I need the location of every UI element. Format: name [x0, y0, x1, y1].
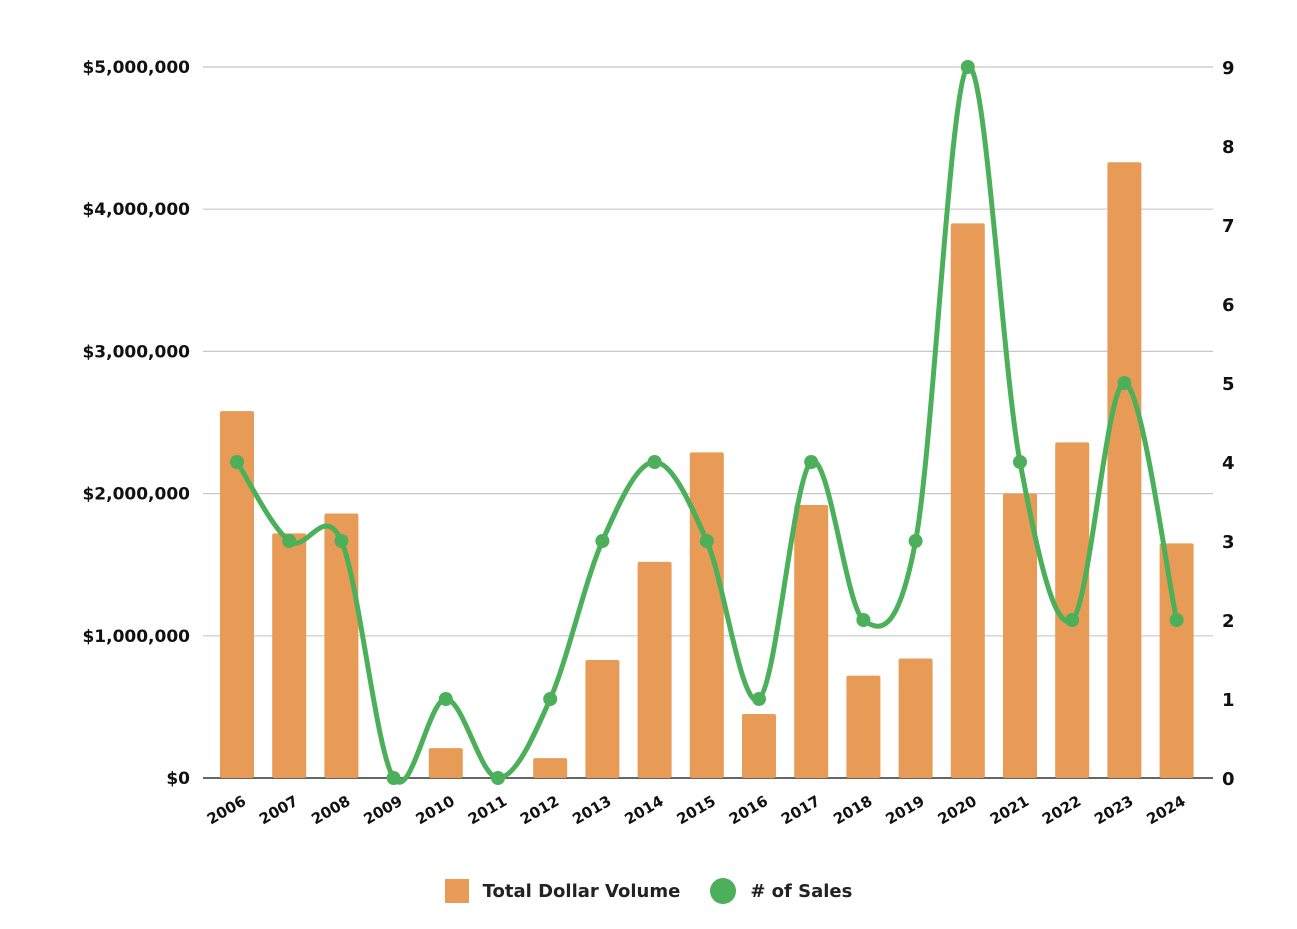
- right-axis-ticks: 0 1 2 3 4 5 6 7 8 9: [1222, 58, 1235, 790]
- right-tick-label: 5: [1222, 374, 1235, 395]
- sales-point-2017: [804, 455, 819, 469]
- sales-point-2023: [1117, 376, 1132, 390]
- bar-2020: [950, 223, 985, 779]
- x-tick-label: 2017: [778, 792, 823, 828]
- x-tick-label: 2016: [726, 792, 771, 828]
- dollar-volume-bars: [220, 162, 1194, 779]
- right-tick-label: 4: [1222, 453, 1235, 474]
- sales-point-2019: [908, 534, 923, 548]
- x-tick-label: 2008: [308, 792, 353, 828]
- x-tick-label: 2014: [621, 792, 666, 828]
- sales-point-2021: [1013, 455, 1027, 469]
- x-tick-label: 2020: [935, 792, 980, 828]
- bar-2016: [742, 714, 776, 778]
- x-tick-label: 2007: [256, 792, 301, 828]
- x-tick-label: 2018: [830, 792, 875, 828]
- x-axis-ticks: 2006 2007 2008 2009 2010 2011 2012 2013 2014 2015…: [204, 792, 1189, 828]
- x-tick-label: 2019: [882, 792, 927, 828]
- right-tick-label: 1: [1222, 690, 1235, 711]
- sales-point-2022: [1065, 613, 1080, 627]
- bar-2023: [1107, 162, 1142, 779]
- left-tick-label: $0: [166, 769, 190, 789]
- chart-legend: Total Dollar Volume # of Sales: [0, 878, 1297, 904]
- bar-2019: [898, 658, 933, 778]
- right-tick-label: 2: [1222, 611, 1235, 632]
- bar-2012: [533, 758, 568, 778]
- left-tick-label: $5,000,000: [82, 58, 190, 78]
- bar-2017: [794, 504, 829, 778]
- sales-point-2008: [334, 534, 349, 548]
- right-tick-label: 7: [1222, 216, 1235, 237]
- sales-point-2018: [856, 613, 871, 627]
- left-tick-label: $3,000,000: [82, 342, 190, 362]
- sales-point-2014: [647, 455, 662, 469]
- x-tick-label: 2022: [1039, 792, 1084, 828]
- sales-point-2010: [438, 692, 453, 706]
- sales-point-2024: [1169, 613, 1184, 627]
- left-axis-ticks: $0 $1,000,000 $2,000,000 $3,000,000 $4,000,0…: [82, 58, 190, 789]
- bar-2015: [689, 452, 724, 778]
- sales-point-2012: [543, 692, 558, 706]
- bar-2018: [846, 675, 881, 778]
- legend-label-dollar-volume: Total Dollar Volume: [482, 880, 681, 902]
- bar-2021: [1003, 493, 1037, 778]
- x-tick-label: 2023: [1091, 792, 1136, 828]
- x-tick-label: 2013: [569, 792, 614, 828]
- x-tick-label: 2024: [1143, 792, 1188, 828]
- x-tick-label: 2006: [204, 792, 249, 828]
- sales-point-2013: [595, 534, 610, 548]
- bar-2006: [220, 411, 254, 778]
- x-tick-label: 2021: [987, 792, 1032, 828]
- left-tick-label: $1,000,000: [82, 627, 190, 647]
- bar-2010: [428, 748, 463, 778]
- sales-point-2009: [386, 771, 401, 785]
- right-tick-label: 3: [1222, 532, 1235, 553]
- x-tick-label: 2011: [465, 792, 510, 828]
- left-tick-label: $4,000,000: [82, 200, 190, 220]
- bar-2008: [324, 513, 359, 778]
- bar-2024: [1159, 543, 1194, 778]
- bar-2007: [272, 533, 307, 778]
- legend-bar-swatch: [444, 879, 469, 903]
- bar-2014: [637, 561, 672, 778]
- legend-label-sales: # of Sales: [750, 880, 853, 902]
- legend-item-dollar-volume: Total Dollar Volume: [444, 879, 681, 903]
- sales-point-2011: [491, 771, 505, 785]
- right-tick-label: 9: [1222, 58, 1235, 79]
- left-tick-label: $2,000,000: [82, 485, 190, 505]
- sales-point-2020: [960, 60, 975, 74]
- sales-point-2007: [282, 534, 297, 548]
- sales-count-line: [230, 60, 1184, 785]
- bar-2013: [585, 659, 620, 778]
- right-tick-label: 8: [1222, 137, 1235, 158]
- sales-point-2016: [752, 692, 766, 706]
- legend-item-sales: # of Sales: [710, 878, 852, 904]
- legend-dot-swatch: [710, 878, 737, 904]
- x-tick-label: 2009: [360, 792, 405, 828]
- sales-point-2015: [699, 534, 714, 548]
- sales-curve: [234, 64, 1180, 785]
- x-tick-label: 2015: [674, 792, 719, 828]
- right-tick-label: 6: [1222, 295, 1235, 316]
- x-tick-label: 2010: [413, 792, 458, 828]
- sales-point-2006: [230, 455, 244, 469]
- bar-2022: [1055, 442, 1090, 778]
- x-tick-label: 2012: [517, 792, 562, 828]
- right-tick-label: 0: [1222, 769, 1235, 790]
